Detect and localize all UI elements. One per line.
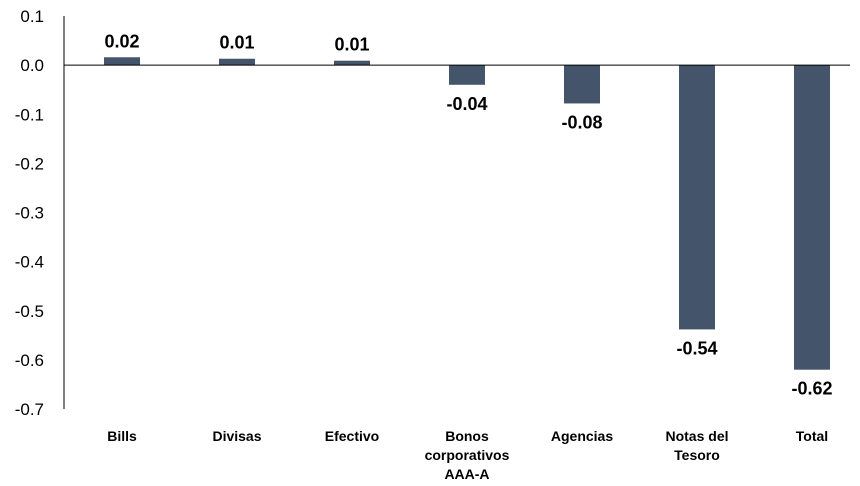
- y-tick-label: -0.4: [15, 253, 44, 272]
- y-tick-label: -0.6: [15, 351, 44, 370]
- x-tick-label: Divisas: [212, 428, 261, 444]
- y-tick-label: -0.5: [15, 302, 44, 321]
- data-label: 0.01: [219, 33, 254, 53]
- x-tick-label: Notas del: [665, 428, 728, 444]
- x-tick-label: Bills: [107, 428, 137, 444]
- x-tick-label: Efectivo: [325, 428, 379, 444]
- x-tick-label: Bonos: [445, 428, 489, 444]
- data-labels: 0.02 0.01 0.01 -0.04 -0.08 -0.54 -0.62: [104, 31, 832, 398]
- y-tick-label: 0.0: [20, 56, 44, 75]
- y-tick-label: -0.1: [15, 105, 44, 124]
- y-tick-label: -0.3: [15, 204, 44, 223]
- bar: [104, 57, 140, 66]
- y-tick-label: -0.2: [15, 154, 44, 173]
- bar: [794, 65, 830, 370]
- x-tick-label: Agencias: [551, 428, 613, 444]
- bar: [219, 58, 255, 66]
- y-tick-label: 0.1: [20, 7, 44, 26]
- bars: [104, 57, 830, 370]
- bar: [449, 65, 485, 85]
- y-tick-label: -0.7: [15, 400, 44, 419]
- y-axis: 0.1 0.0 -0.1 -0.2 -0.3 -0.4 -0.5 -0.6 -0.7: [15, 7, 65, 419]
- x-tick-label: Tesoro: [674, 447, 720, 463]
- data-label: 0.01: [334, 35, 369, 55]
- x-tick-label: corporativos: [425, 447, 510, 463]
- data-label: -0.08: [561, 112, 602, 132]
- bar: [334, 60, 370, 66]
- bar: [564, 65, 600, 104]
- data-label: -0.04: [446, 94, 487, 114]
- x-axis-labels: Bills Divisas Efectivo Bonos corporativos AAA…: [107, 428, 828, 482]
- x-tick-label: Total: [796, 428, 828, 444]
- bar: [679, 65, 715, 330]
- data-label: -0.54: [676, 338, 717, 358]
- data-label: 0.02: [104, 31, 139, 51]
- x-tick-label: AAA-A: [444, 466, 489, 482]
- data-label: -0.62: [791, 379, 832, 399]
